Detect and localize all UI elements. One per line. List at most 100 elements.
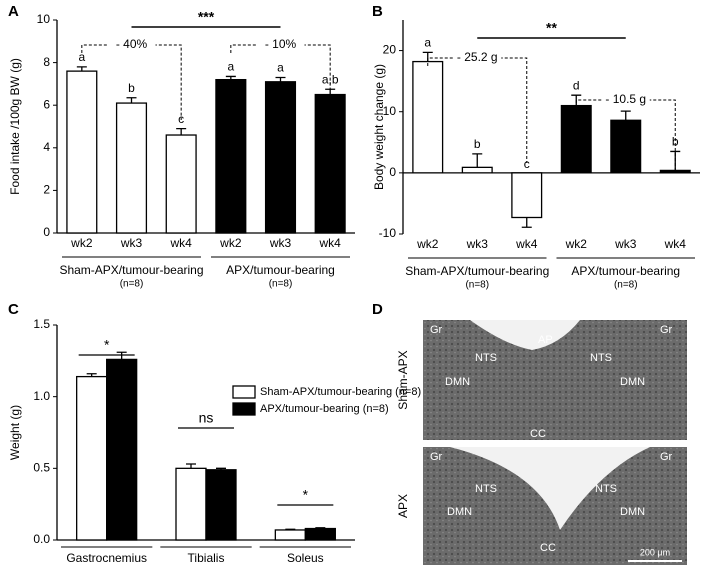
panel-label: C [8, 301, 19, 318]
x-tick-label: wk3 [614, 237, 637, 251]
comparison-label: - 25.2 g [457, 50, 498, 64]
region-label: CC [540, 542, 556, 554]
label-bg [453, 51, 502, 65]
scale-bar-label: 200 μm [640, 547, 670, 557]
error-bar [76, 66, 87, 72]
error-bar [620, 110, 631, 121]
label-bg [107, 38, 156, 52]
comparison-label: - 40% [116, 37, 148, 51]
error-bar [325, 88, 336, 95]
significance-letter: d [573, 78, 580, 92]
significance-letter: a [277, 61, 284, 75]
region-label: CC [530, 428, 546, 440]
comparison-label: * [303, 487, 309, 503]
label-bg [601, 93, 650, 107]
bar [175, 467, 207, 541]
error-bar [275, 76, 286, 82]
error-bar [472, 153, 483, 168]
error-bar [116, 351, 127, 360]
error-bar [176, 127, 187, 136]
x-tick-label: wk3 [120, 236, 143, 250]
bar [264, 81, 297, 234]
group-label: APX/tumour-bearing [571, 264, 680, 278]
bar [304, 527, 336, 541]
error-bar [225, 75, 236, 80]
region-label: NTS [475, 483, 497, 495]
y-tick-label: 0.0 [33, 532, 50, 546]
bar [215, 78, 247, 234]
comparison-label: *** [198, 9, 215, 25]
region-label: Gr [430, 324, 443, 336]
side-label: Sham-APX [396, 350, 410, 409]
group-label: APX/tumour-bearing [226, 263, 335, 277]
group-n: (n=8) [269, 279, 293, 290]
y-tick-label: 8 [43, 55, 50, 69]
bar [412, 60, 444, 174]
error-bar [86, 373, 97, 377]
x-tick-label: wk4 [664, 237, 687, 251]
significance-letter: b [128, 81, 135, 95]
error-bar [186, 463, 196, 469]
x-tick-label: wk2 [565, 237, 588, 251]
bar [76, 375, 108, 541]
y-axis-label: Body weight change (g) [372, 64, 386, 190]
region-label: DMN [620, 376, 645, 388]
x-tick-label: wk2 [70, 236, 93, 250]
comparison-label: - 10.5 g [605, 92, 646, 106]
bar [511, 172, 543, 219]
comparison-label: ** [546, 20, 557, 36]
region-label: DMN [447, 506, 472, 518]
micrograph-images [423, 320, 687, 565]
error-bar [521, 217, 532, 228]
bar [115, 102, 148, 234]
panel-label: B [372, 3, 383, 20]
y-tick-label: 0 [43, 225, 50, 239]
panel-label: A [8, 3, 19, 20]
x-tick-label: wk2 [416, 237, 439, 251]
bar [610, 119, 642, 174]
y-tick-label: 20 [383, 43, 397, 57]
bar [205, 469, 237, 541]
ventricle [470, 320, 580, 350]
y-tick-label: -10 [379, 226, 397, 240]
x-tick-label: wk3 [269, 236, 292, 250]
group-label: Sham-APX/tumour-bearing [59, 263, 203, 277]
region-label: AP [538, 334, 553, 346]
significance-letter: b [672, 135, 679, 149]
panel-label: D [372, 301, 383, 318]
y-tick-label: 10 [37, 12, 51, 26]
significance-letter: a [227, 60, 234, 74]
significance-letter: c [524, 157, 530, 171]
error-bar [126, 97, 137, 104]
y-axis-label: Food intake /100g BW (g) [8, 58, 22, 195]
x-tick-label: wk3 [466, 237, 489, 251]
x-tick-label: wk4 [318, 236, 341, 250]
group-n: (n=8) [465, 280, 489, 291]
y-tick-label: 6 [43, 97, 50, 111]
bar [461, 166, 493, 174]
region-label: DMN [445, 376, 470, 388]
region-label: Gr [660, 324, 673, 336]
x-tick-label: Tibialis [188, 551, 225, 565]
bar [314, 93, 346, 234]
y-tick-label: 1.0 [33, 389, 50, 403]
group-n: (n=8) [120, 279, 144, 290]
y-tick-label: 0.5 [33, 461, 50, 475]
region-label: NTS [595, 483, 617, 495]
ventricle [450, 447, 650, 530]
y-tick-label: 1.5 [33, 317, 50, 331]
bar [66, 70, 98, 234]
x-tick-label: wk4 [169, 236, 192, 250]
legend-swatch [232, 385, 256, 399]
bar [165, 134, 197, 234]
group-n: (n=8) [614, 280, 638, 291]
y-tick-label: 2 [43, 183, 50, 197]
bar [659, 169, 691, 174]
region-label: DMN [620, 506, 645, 518]
x-tick-label: wk2 [219, 236, 242, 250]
significance-letter: a [424, 36, 431, 50]
y-tick-label: 0 [389, 165, 396, 179]
legend-swatch [232, 402, 256, 416]
x-tick-label: wk4 [515, 237, 538, 251]
